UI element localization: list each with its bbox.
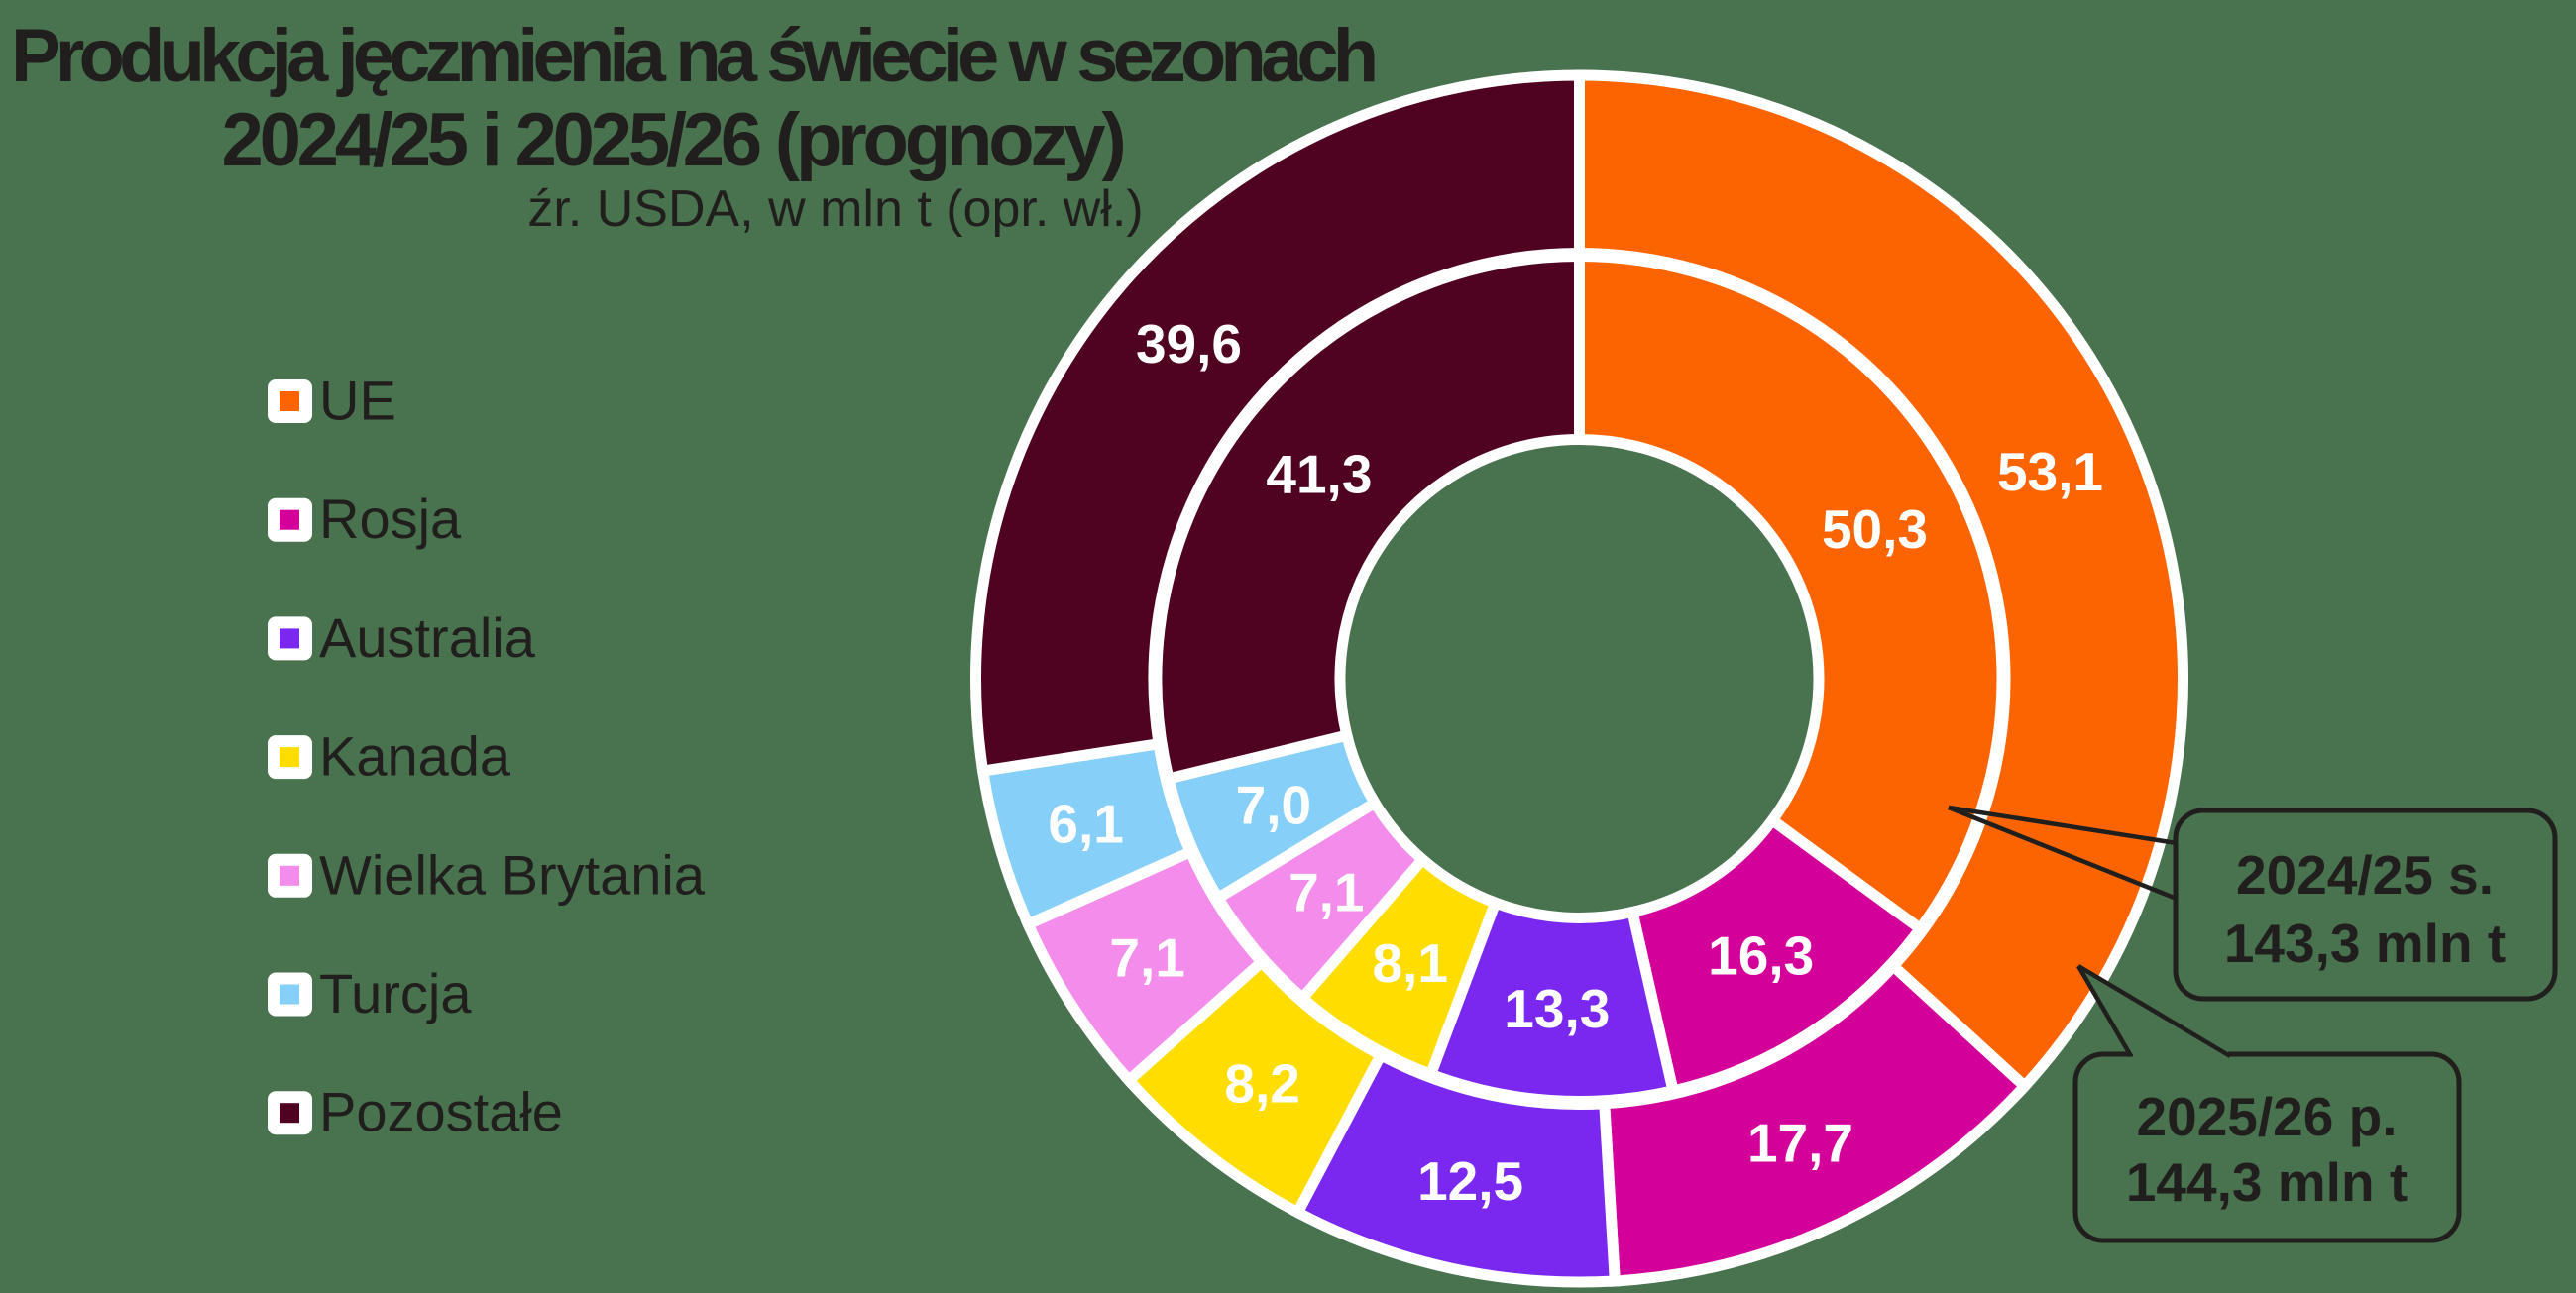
svg-text:8,2: 8,2	[1224, 1053, 1299, 1115]
svg-text:UE: UE	[319, 370, 396, 432]
svg-text:źr. USDA, w mln t (opr. wł.): źr. USDA, w mln t (opr. wł.)	[527, 180, 1143, 238]
svg-text:Rosja: Rosja	[319, 487, 462, 550]
svg-text:2025/26 p.: 2025/26 p.	[2137, 1086, 2398, 1147]
svg-text:12,5: 12,5	[1417, 1150, 1523, 1212]
svg-text:Wielka Brytania: Wielka Brytania	[319, 843, 706, 906]
svg-text:13,3: 13,3	[1504, 978, 1610, 1039]
svg-text:Pozostałe: Pozostałe	[319, 1081, 563, 1143]
svg-text:6,1: 6,1	[1048, 794, 1123, 855]
svg-text:Kanada: Kanada	[319, 725, 511, 788]
svg-text:Australia: Australia	[319, 606, 536, 669]
svg-text:143,3 mln t: 143,3 mln t	[2224, 913, 2506, 974]
svg-text:16,3: 16,3	[1708, 924, 1814, 986]
svg-text:41,3: 41,3	[1266, 444, 1372, 505]
svg-text:7,0: 7,0	[1236, 775, 1311, 836]
svg-text:7,1: 7,1	[1288, 861, 1364, 922]
svg-text:8,1: 8,1	[1372, 932, 1447, 994]
svg-text:39,6: 39,6	[1136, 313, 1242, 375]
svg-text:17,7: 17,7	[1747, 1113, 1853, 1174]
svg-text:Produkcja jęczmienia na świeci: Produkcja jęczmienia na świecie w sezona…	[11, 14, 1375, 98]
svg-text:53,1: 53,1	[1997, 441, 2103, 502]
svg-text:7,1: 7,1	[1109, 927, 1184, 989]
svg-text:2024/25 i 2025/26 (prognozy): 2024/25 i 2025/26 (prognozy)	[222, 98, 1124, 182]
svg-text:Turcja: Turcja	[319, 962, 472, 1024]
svg-text:2024/25 s.: 2024/25 s.	[2236, 844, 2494, 906]
svg-text:144,3 mln t: 144,3 mln t	[2126, 1151, 2408, 1213]
svg-text:50,3: 50,3	[1822, 498, 1928, 560]
